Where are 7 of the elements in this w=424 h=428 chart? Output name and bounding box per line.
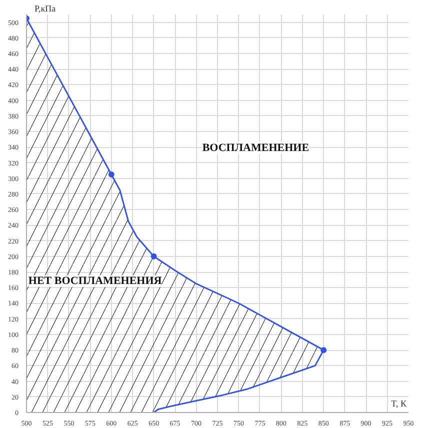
point (150, 253, 157, 260)
point (108, 171, 114, 178)
x-axis-title: T, К (391, 398, 408, 409)
annotation: ВОСПЛАМЕНЕНИЕ (202, 142, 310, 154)
y-axis-title: P,кПа (34, 4, 56, 14)
point (320, 347, 327, 354)
annotation: НЕТ ВОСПЛАМЕНЕНИЯ (28, 275, 162, 288)
